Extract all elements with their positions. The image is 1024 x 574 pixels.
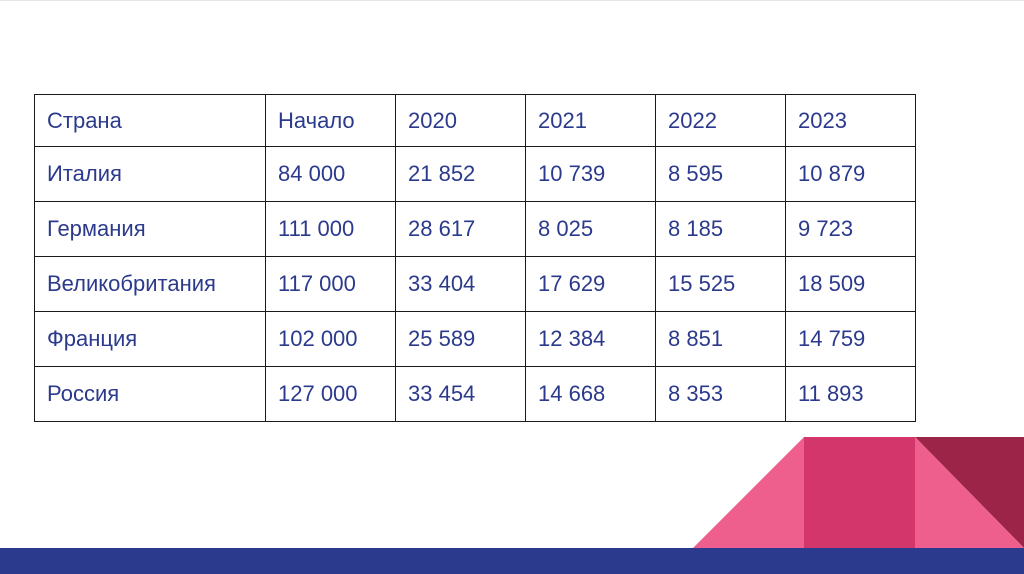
table-cell: 127 000 <box>265 366 396 422</box>
table-cell: 33 454 <box>395 366 526 422</box>
table-cell: 8 595 <box>655 146 786 202</box>
table-cell: 8 353 <box>655 366 786 422</box>
pink-square <box>804 437 915 548</box>
table-cell: 15 525 <box>655 256 786 312</box>
light-pink-corner-triangle <box>915 437 1024 548</box>
data-table: Страна Начало 2020 2021 2022 2023 Италия… <box>34 94 916 422</box>
table-cell: 12 384 <box>525 311 656 367</box>
table-cell: 117 000 <box>265 256 396 312</box>
light-pink-triangle <box>693 437 915 548</box>
slide-top-border <box>0 0 1024 1</box>
table-cell: 17 629 <box>525 256 656 312</box>
country-cell: Великобритания <box>34 256 266 312</box>
table-row: Германия 111 000 28 617 8 025 8 185 9 72… <box>34 201 916 257</box>
country-cell: Италия <box>34 146 266 202</box>
table-row: Италия 84 000 21 852 10 739 8 595 10 879 <box>34 146 916 202</box>
header-cell: 2021 <box>525 94 656 147</box>
table-cell: 11 893 <box>785 366 916 422</box>
header-cell: Страна <box>34 94 266 147</box>
table-cell: 111 000 <box>265 201 396 257</box>
table-row: Великобритания 117 000 33 404 17 629 15 … <box>34 256 916 312</box>
table-header-row: Страна Начало 2020 2021 2022 2023 <box>34 94 916 147</box>
table-cell: 10 879 <box>785 146 916 202</box>
table-cell: 8 025 <box>525 201 656 257</box>
table-row: Франция 102 000 25 589 12 384 8 851 14 7… <box>34 311 916 367</box>
table-cell: 18 509 <box>785 256 916 312</box>
table-cell: 102 000 <box>265 311 396 367</box>
table-cell: 25 589 <box>395 311 526 367</box>
header-cell: 2020 <box>395 94 526 147</box>
table-cell: 9 723 <box>785 201 916 257</box>
table-cell: 8 851 <box>655 311 786 367</box>
country-cell: Франция <box>34 311 266 367</box>
header-cell: 2022 <box>655 94 786 147</box>
header-cell: Начало <box>265 94 396 147</box>
table-cell: 21 852 <box>395 146 526 202</box>
bottom-bar <box>0 548 1024 574</box>
table-cell: 14 668 <box>525 366 656 422</box>
country-cell: Россия <box>34 366 266 422</box>
table-row: Россия 127 000 33 454 14 668 8 353 11 89… <box>34 366 916 422</box>
table-cell: 84 000 <box>265 146 396 202</box>
maroon-triangle <box>915 437 1024 548</box>
table-cell: 28 617 <box>395 201 526 257</box>
table-cell: 14 759 <box>785 311 916 367</box>
table-cell: 33 404 <box>395 256 526 312</box>
country-cell: Германия <box>34 201 266 257</box>
header-cell: 2023 <box>785 94 916 147</box>
table-cell: 10 739 <box>525 146 656 202</box>
table-cell: 8 185 <box>655 201 786 257</box>
